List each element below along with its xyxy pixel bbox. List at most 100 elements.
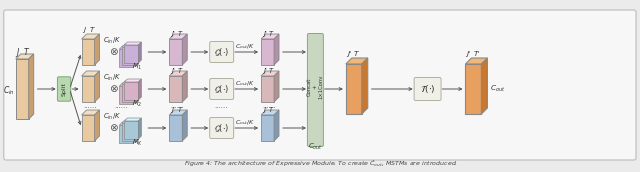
Polygon shape [124,121,138,139]
Polygon shape [81,115,95,141]
Polygon shape [120,125,133,143]
Polygon shape [481,58,488,114]
Text: T: T [269,68,273,74]
Polygon shape [95,110,99,141]
Text: $\mathcal{T}(\cdot)$: $\mathcal{T}(\cdot)$ [420,83,435,95]
Text: $M_1$: $M_1$ [132,62,143,72]
Polygon shape [122,81,139,84]
Text: T: T [24,48,28,57]
Text: Split: Split [61,82,67,96]
Polygon shape [261,71,279,76]
Text: ⊗: ⊗ [109,47,118,57]
Polygon shape [95,71,99,102]
Polygon shape [81,39,95,65]
Polygon shape [124,42,141,45]
Text: ......: ...... [262,103,276,109]
Polygon shape [182,71,188,102]
Text: $M_2$: $M_2$ [132,99,143,109]
FancyBboxPatch shape [210,78,234,99]
Polygon shape [81,34,99,39]
Polygon shape [346,58,368,64]
Polygon shape [261,115,274,141]
Text: ⊗: ⊗ [109,123,118,133]
Text: ......: ...... [115,103,128,109]
Polygon shape [274,34,279,65]
Polygon shape [261,34,279,39]
Polygon shape [124,118,141,121]
Text: $C_{out}/K$: $C_{out}/K$ [235,79,255,88]
Polygon shape [170,34,188,39]
Text: $C_{in}/K$: $C_{in}/K$ [104,73,122,83]
Text: J': J' [263,31,267,37]
Polygon shape [16,54,34,59]
Text: $C_{in}/K$: $C_{in}/K$ [104,112,122,122]
Text: T: T [354,51,358,57]
Text: ......: ...... [170,103,184,109]
Polygon shape [138,42,141,63]
Text: Concat
+
1×1Conv: Concat + 1×1Conv [307,75,324,99]
Polygon shape [122,47,136,65]
FancyBboxPatch shape [210,41,234,62]
Polygon shape [261,76,274,102]
Polygon shape [120,46,136,49]
Polygon shape [124,82,138,100]
FancyBboxPatch shape [414,78,441,100]
Polygon shape [120,83,136,86]
FancyBboxPatch shape [4,10,636,160]
Text: J': J' [347,51,351,57]
Text: T: T [269,107,273,113]
FancyBboxPatch shape [307,34,323,147]
Polygon shape [261,39,274,65]
Polygon shape [170,39,182,65]
Polygon shape [136,120,139,141]
Polygon shape [120,86,133,104]
Polygon shape [136,81,139,102]
Text: $C_{in}/K$: $C_{in}/K$ [104,36,122,46]
Polygon shape [81,110,99,115]
Polygon shape [465,64,481,114]
Polygon shape [81,76,95,102]
Polygon shape [274,71,279,102]
Text: J: J [84,27,86,33]
Text: J': J' [263,68,267,74]
Text: $C_{out}$: $C_{out}$ [490,84,506,94]
Text: $C_{out}/K$: $C_{out}/K$ [235,42,255,51]
Polygon shape [133,122,136,143]
Polygon shape [124,79,141,82]
Text: T': T' [474,51,480,57]
FancyBboxPatch shape [58,77,71,101]
Polygon shape [170,71,188,76]
Text: T: T [90,27,94,33]
Polygon shape [122,123,136,141]
Polygon shape [81,71,99,76]
Text: J': J' [172,68,175,74]
Text: Figure 4: The architecture of Expressive Module. To create $\hat{C}_{out}$, MSTM: Figure 4: The architecture of Expressive… [184,159,458,169]
Polygon shape [261,110,279,115]
Text: T: T [269,31,273,37]
Text: $\mathcal{G}(\cdot)$: $\mathcal{G}(\cdot)$ [214,46,229,58]
Text: $C_{out}$: $C_{out}$ [308,142,323,152]
Text: J': J' [467,51,470,57]
Polygon shape [182,34,188,65]
Polygon shape [133,83,136,104]
Text: J': J' [172,31,175,37]
Polygon shape [124,45,138,63]
Polygon shape [170,76,182,102]
Polygon shape [16,59,29,119]
Polygon shape [170,115,182,141]
Text: J: J [17,48,19,57]
Text: J': J' [172,107,175,113]
Text: J': J' [263,107,267,113]
Text: $C_{in}$: $C_{in}$ [3,84,15,97]
Text: T: T [177,107,181,113]
Polygon shape [120,122,136,125]
Polygon shape [170,110,188,115]
Polygon shape [122,44,139,47]
Text: $C_{out}/K$: $C_{out}/K$ [235,118,255,127]
Polygon shape [362,58,368,114]
Text: $M_K$: $M_K$ [132,138,143,148]
Text: ......: ...... [83,103,96,109]
Text: T: T [177,31,181,37]
Text: ......: ...... [214,103,228,109]
Text: $\mathcal{G}(\cdot)$: $\mathcal{G}(\cdot)$ [214,122,229,134]
